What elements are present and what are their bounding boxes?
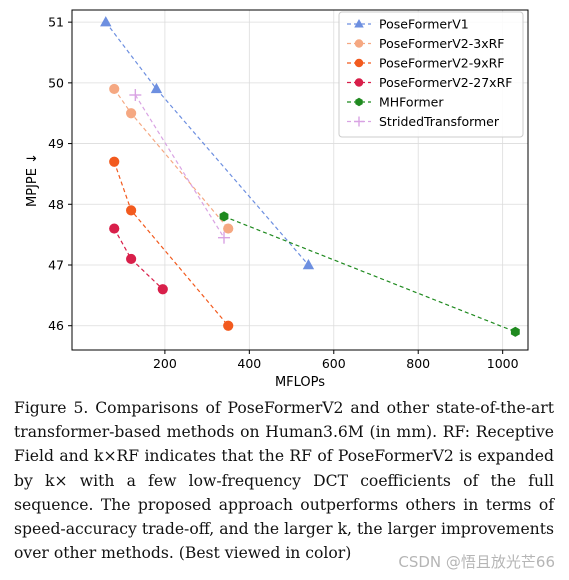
legend-entry: PoseFormerV2-3xRF xyxy=(347,36,505,51)
legend-label: StridedTransformer xyxy=(379,114,500,129)
figure-caption: Figure 5. Comparisons of PoseFormerV2 an… xyxy=(14,399,554,563)
legend: PoseFormerV1 PoseFormerV2-3xRF PoseFormerV… xyxy=(338,11,524,138)
series-poseformerv1 xyxy=(100,16,315,270)
series-line xyxy=(113,161,229,327)
data-point xyxy=(109,223,120,234)
legend-entry: PoseFormerV2-9xRF xyxy=(347,56,505,71)
series-poseformerv2-3xrf xyxy=(109,83,234,234)
legend-entry: StridedTransformer xyxy=(347,114,500,129)
legend-entry: PoseFormerV1 xyxy=(347,17,469,32)
data-point xyxy=(126,108,137,119)
series-line xyxy=(223,215,516,333)
legend-label: PoseFormerV1 xyxy=(379,17,469,32)
data-point xyxy=(109,83,120,95)
y-tick-label: 47 xyxy=(48,258,64,273)
data-point xyxy=(354,58,364,68)
data-point xyxy=(223,223,234,234)
data-point xyxy=(354,116,364,127)
data-point xyxy=(355,97,363,107)
y-tick-label: 48 xyxy=(48,197,64,212)
legend-box xyxy=(338,11,524,138)
data-point xyxy=(354,39,364,48)
y-tick-label: 50 xyxy=(48,75,64,90)
y-tick-label: 51 xyxy=(48,15,64,30)
series-line xyxy=(105,21,309,266)
legend-entry: PoseFormerV2-27xRF xyxy=(347,75,512,90)
x-tick-label: 600 xyxy=(322,356,346,371)
data-point xyxy=(126,205,137,216)
data-point xyxy=(219,211,229,222)
axis-ticks: 200 400 600 800 1000 46 47 48 49 50 51 xyxy=(48,15,519,371)
data-point xyxy=(150,82,163,94)
y-tick-label: 49 xyxy=(48,136,64,151)
series-poseformerv2-27xrf xyxy=(109,223,168,295)
series-poseformerv2-9xrf xyxy=(109,156,234,331)
series-mhformer xyxy=(219,211,520,337)
data-point xyxy=(223,320,234,331)
series-layer xyxy=(100,16,520,337)
watermark: CSDN @悟且放光芒66 xyxy=(398,553,555,571)
series-line xyxy=(113,228,164,290)
data-point xyxy=(302,259,315,270)
data-point xyxy=(157,284,168,295)
series-stridedtransformer xyxy=(129,89,230,244)
data-point xyxy=(354,19,364,28)
legend-label: MHFormer xyxy=(379,95,444,110)
data-point xyxy=(510,326,520,337)
data-point xyxy=(109,156,120,167)
x-tick-label: 400 xyxy=(237,356,261,371)
legend-label: PoseFormerV2-9xRF xyxy=(379,56,505,71)
x-tick-label: 1000 xyxy=(487,356,519,371)
chart: 200 400 600 800 1000 46 47 48 49 50 51 MFLOPs MPJP… xyxy=(25,9,529,390)
data-point xyxy=(129,89,142,101)
data-point xyxy=(100,16,112,27)
legend-entry: MHFormer xyxy=(347,95,444,110)
legend-label: PoseFormerV2-3xRF xyxy=(379,36,505,51)
y-tick-label: 46 xyxy=(48,318,64,333)
y-axis-label: MPJPE ↓ xyxy=(25,153,40,207)
plot-frame xyxy=(71,9,529,351)
legend-label: PoseFormerV2-27xRF xyxy=(379,75,512,90)
data-point xyxy=(218,231,230,244)
x-tick-label: 200 xyxy=(153,356,177,371)
data-point xyxy=(126,253,137,265)
x-axis-label: MFLOPs xyxy=(275,375,325,390)
data-point xyxy=(354,78,364,87)
x-tick-label: 800 xyxy=(406,356,430,371)
